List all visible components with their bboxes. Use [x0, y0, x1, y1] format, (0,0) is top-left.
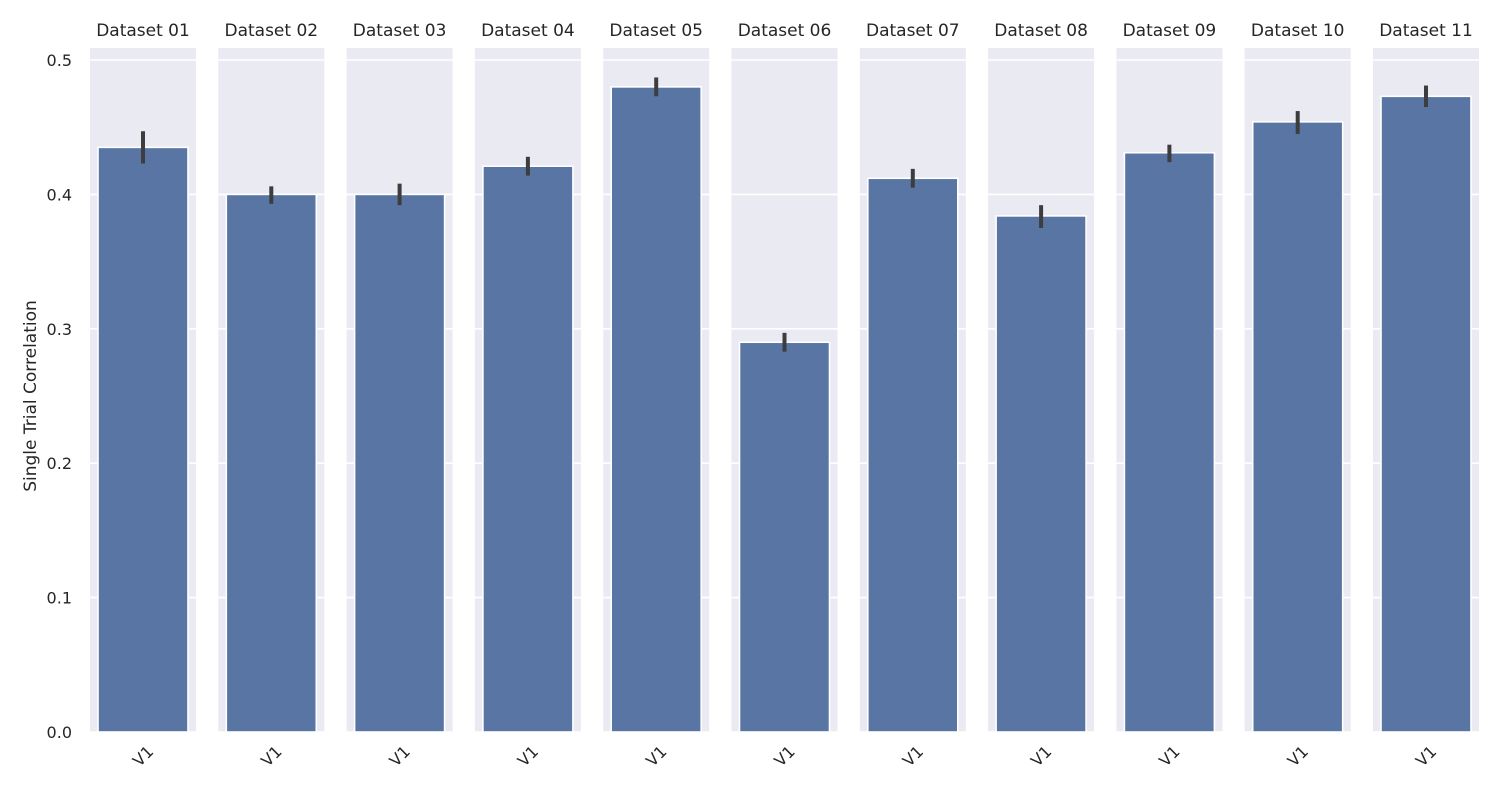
facet-panel: Dataset 02 V1 — [218, 21, 325, 770]
y-axis-ticks: 0.0 0.1 0.2 0.3 0.4 0.5 — [47, 51, 72, 742]
facet-title: Dataset 09 — [1123, 21, 1217, 41]
y-tick-label: 0.2 — [47, 454, 72, 473]
facet-panel: Dataset 11 V1 — [1373, 21, 1479, 770]
x-tick-label: V1 — [257, 742, 285, 770]
x-tick-label: V1 — [386, 742, 414, 770]
facet-panel: Dataset 05 V1 — [603, 21, 710, 770]
facet-title: Dataset 05 — [609, 21, 703, 41]
bar — [1123, 151, 1216, 733]
facet-title: Dataset 04 — [481, 21, 575, 41]
bar — [482, 165, 574, 733]
y-tick-label: 0.3 — [47, 320, 72, 339]
bar — [995, 215, 1087, 733]
bar — [866, 177, 959, 733]
facet-panel: Dataset 07 V1 — [859, 21, 966, 770]
facet-title: Dataset 10 — [1251, 21, 1345, 41]
x-tick-label: V1 — [642, 742, 670, 770]
x-tick-label: V1 — [1027, 742, 1055, 770]
x-tick-label: V1 — [1155, 742, 1183, 770]
facet-panel: Dataset 09 V1 — [1116, 21, 1223, 770]
y-tick-label: 0.1 — [47, 589, 72, 608]
facet-title: Dataset 07 — [866, 21, 960, 41]
x-tick-label: V1 — [770, 742, 798, 770]
bar — [610, 86, 703, 733]
bar — [1251, 121, 1344, 733]
x-tick-label: V1 — [899, 742, 927, 770]
facet-title: Dataset 03 — [353, 21, 447, 41]
x-tick-label: V1 — [1412, 742, 1440, 770]
facet-title: Dataset 06 — [738, 21, 832, 41]
y-tick-label: 0.5 — [47, 51, 72, 70]
facet-panel: Dataset 08 V1 — [988, 21, 1095, 770]
facet-panel: Dataset 03 V1 — [346, 21, 453, 770]
facet-panel: Dataset 01 V1 — [90, 21, 196, 770]
bar — [1380, 95, 1472, 733]
y-axis-label: Single Trial Correlation — [21, 300, 41, 492]
facet-panel: Dataset 04 V1 — [474, 21, 581, 770]
x-tick-label: V1 — [514, 742, 542, 770]
bar — [738, 341, 831, 733]
y-tick-label: 0.4 — [47, 185, 72, 204]
bar — [225, 193, 318, 733]
bar — [353, 193, 446, 733]
facet-title: Dataset 08 — [994, 21, 1088, 41]
facet-panel: Dataset 06 V1 — [731, 21, 838, 770]
facet-title: Dataset 11 — [1379, 21, 1473, 41]
x-tick-label: V1 — [129, 742, 157, 770]
y-tick-label: 0.0 — [47, 723, 72, 742]
facet-title: Dataset 02 — [224, 21, 318, 41]
x-tick-label: V1 — [1284, 742, 1312, 770]
bar — [97, 146, 189, 733]
facet-title: Dataset 01 — [96, 21, 190, 41]
facet-panel: Dataset 10 V1 — [1244, 21, 1351, 770]
